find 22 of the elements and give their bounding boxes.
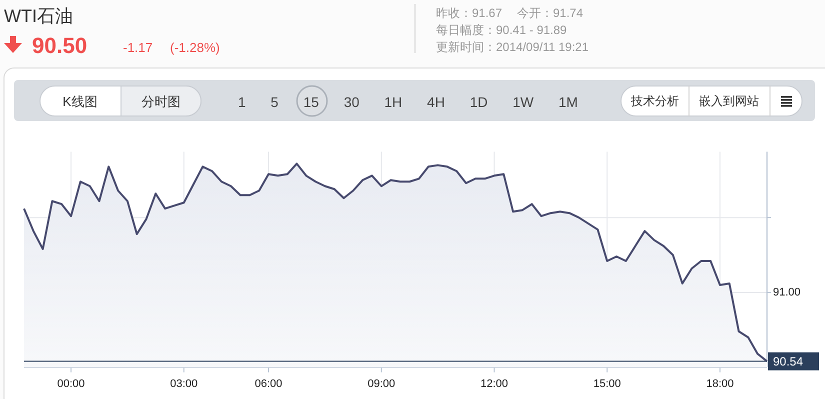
x-tick-label: 06:00 — [254, 378, 282, 390]
text: (-1.28%) — [170, 40, 220, 55]
text: 分时图 — [142, 94, 180, 109]
x-tick-label: 15:00 — [593, 378, 621, 390]
x-tick-label: 12:00 — [480, 378, 508, 390]
text: 嵌入到网站 — [699, 94, 759, 108]
text: 90.50 — [32, 33, 88, 58]
text: 昨收：91.67 — [436, 6, 502, 20]
x-tick-label: 18:00 — [706, 378, 734, 390]
x-tick-label: 00:00 — [57, 378, 85, 390]
text: 每日幅度：90.41 - 91.89 — [436, 23, 568, 37]
text: -1.17 — [123, 40, 153, 55]
text: 技术分析 — [630, 94, 679, 108]
text: 今开：91.74 — [517, 6, 584, 20]
text: 更新时间：2014/09/11 19:21 — [436, 40, 589, 54]
y-tick-label: 90.54 — [773, 354, 804, 368]
text: 1 5 15 30 1H 4H 1D 1W 1M — [238, 94, 578, 110]
chart-title: WTI石油 — [4, 6, 73, 26]
y-tick-label: 91.00 — [773, 286, 801, 298]
x-tick-label: 03:00 — [170, 378, 198, 390]
x-tick-label: 09:00 — [368, 378, 396, 390]
text: K线图 — [62, 94, 98, 109]
